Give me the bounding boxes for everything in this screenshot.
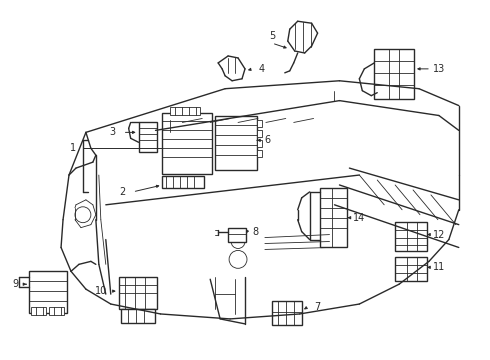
Text: 12: 12	[433, 230, 445, 239]
Text: 6: 6	[265, 135, 271, 145]
Text: 13: 13	[433, 64, 445, 74]
Text: 3: 3	[110, 127, 116, 138]
Bar	[31, 307, 46, 315]
Bar	[119, 277, 156, 309]
Text: 11: 11	[433, 262, 445, 272]
Bar	[272, 301, 302, 325]
Bar	[49, 307, 64, 315]
Bar	[121, 309, 154, 323]
Bar	[139, 122, 156, 152]
Bar	[395, 257, 427, 281]
Bar	[228, 228, 246, 242]
Text: 10: 10	[95, 286, 107, 296]
Bar	[257, 150, 262, 157]
Bar	[257, 130, 262, 137]
Bar	[319, 188, 347, 247]
Bar	[395, 222, 427, 251]
Bar	[171, 107, 200, 114]
Text: 14: 14	[353, 213, 366, 223]
Text: 4: 4	[259, 64, 265, 74]
Text: 7: 7	[315, 302, 321, 312]
Bar	[163, 176, 204, 188]
Bar	[374, 49, 414, 99]
Text: 8: 8	[252, 226, 258, 237]
Bar	[163, 113, 212, 174]
Bar	[257, 140, 262, 147]
Text: 5: 5	[269, 31, 275, 41]
Text: 1: 1	[70, 143, 76, 153]
Bar	[29, 271, 67, 313]
Bar	[215, 116, 257, 170]
Bar	[257, 121, 262, 127]
Text: 2: 2	[120, 187, 126, 197]
Text: 9: 9	[12, 279, 18, 289]
